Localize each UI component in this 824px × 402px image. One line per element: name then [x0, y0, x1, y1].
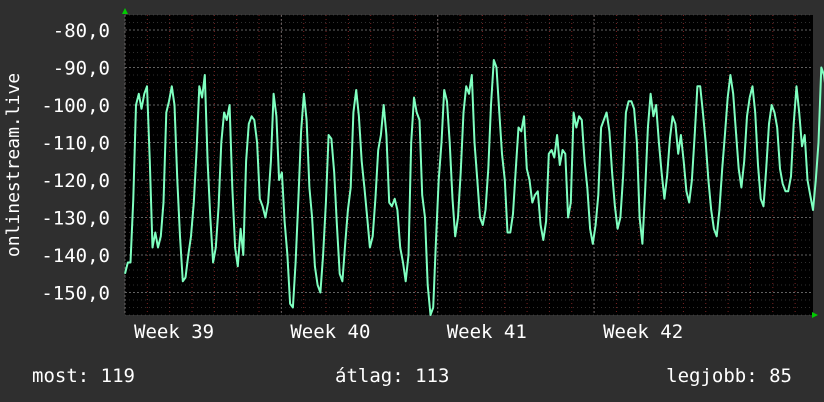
x-tick-label: Week 41 — [447, 321, 527, 343]
x-axis-arrow — [812, 312, 818, 318]
y-tick-label: -120,0 — [41, 170, 110, 192]
x-axis-ticks: Week 39 Week 40 Week 41 Week 42 — [134, 321, 683, 343]
y-tick-label: -90,0 — [53, 58, 110, 80]
y-tick-label: -100,0 — [41, 95, 110, 117]
series-line — [124, 59, 824, 316]
y-axis-ticks: -80,0 -90,0 -100,0 -110,0 -120,0 -130,0 -140,0… — [41, 20, 110, 305]
y-axis-arrow — [122, 8, 128, 14]
y-tick-label: -140,0 — [41, 245, 110, 267]
x-tick-label: Week 42 — [603, 321, 683, 343]
grid — [124, 14, 813, 316]
x-tick-label: Week 39 — [134, 321, 214, 343]
plot-area — [125, 15, 813, 315]
y-tick-label: -150,0 — [41, 283, 110, 305]
series-layer — [124, 59, 824, 316]
y-axis-label: onlinestream.live — [3, 73, 24, 257]
y-tick-label: -110,0 — [41, 133, 110, 155]
stat-average: átlag: 113 — [335, 365, 449, 387]
y-tick-label: -130,0 — [41, 208, 110, 230]
stat-current: most: 119 — [32, 365, 135, 387]
stat-best: legjobb: 85 — [666, 365, 792, 387]
y-tick-label: -80,0 — [53, 20, 110, 42]
x-tick-label: Week 40 — [290, 321, 370, 343]
